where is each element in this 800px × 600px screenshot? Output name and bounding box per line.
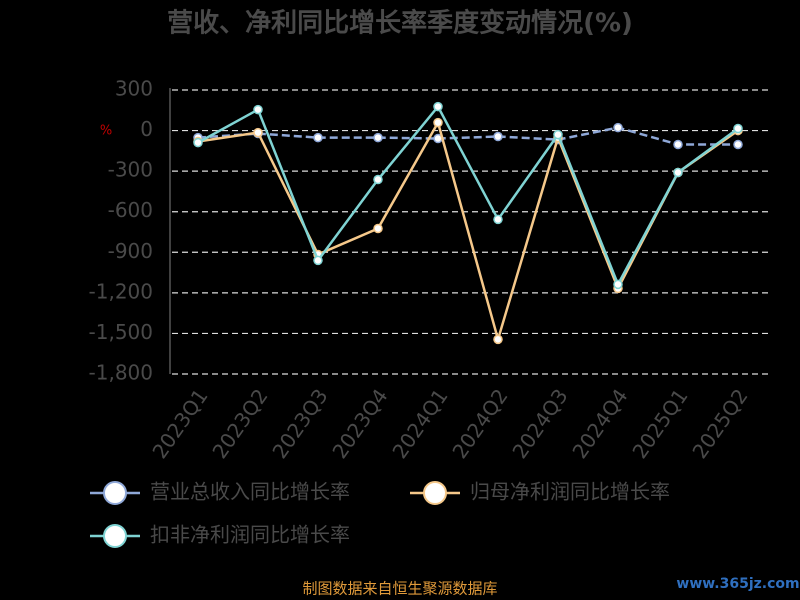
y-tick-label: -1,200 xyxy=(89,279,153,303)
data-point xyxy=(373,174,383,185)
data-point xyxy=(553,129,563,140)
legend-label: 归母净利润同比增长率 xyxy=(470,480,670,504)
data-point xyxy=(373,132,383,143)
legend-marker xyxy=(103,481,127,505)
data-point xyxy=(253,104,263,115)
data-point xyxy=(613,122,623,133)
x-tick-label: 2023Q4 xyxy=(327,384,392,463)
y-tick-label: -300 xyxy=(108,158,153,182)
data-point xyxy=(313,132,323,143)
data-point xyxy=(493,214,503,225)
data-point xyxy=(733,123,743,134)
x-tick-label: 2023Q1 xyxy=(147,384,212,463)
data-point xyxy=(493,334,503,345)
x-tick-label: 2023Q3 xyxy=(267,384,332,463)
series-line xyxy=(197,104,739,288)
data-point xyxy=(253,127,263,138)
x-tick-label: 2025Q2 xyxy=(687,384,752,463)
x-tick-label: 2024Q1 xyxy=(387,384,452,463)
y-tick-label: 0 xyxy=(140,117,153,141)
data-point xyxy=(733,139,743,150)
x-tick-label: 2025Q1 xyxy=(627,384,692,463)
y-tick-label: -1,800 xyxy=(89,361,153,385)
data-point xyxy=(373,223,383,234)
watermark: www.365jz.com xyxy=(676,576,799,592)
x-tick-label: 2024Q4 xyxy=(567,384,632,463)
legend-label: 扣非净利润同比增长率 xyxy=(150,523,350,547)
data-point xyxy=(493,131,503,142)
data-point xyxy=(313,255,323,266)
data-point xyxy=(433,117,443,128)
x-tick-label: 2023Q2 xyxy=(207,384,272,463)
y-tick-label: -900 xyxy=(108,239,153,263)
data-point xyxy=(613,279,623,290)
chart-title: 营收、净利同比增长率季度变动情况(%) xyxy=(167,8,633,39)
data-point xyxy=(673,139,683,150)
data-point xyxy=(673,167,683,178)
legend-label: 营业总收入同比增长率 xyxy=(150,480,350,504)
data-point xyxy=(433,101,443,112)
y-unit: % xyxy=(100,124,112,139)
legend-marker xyxy=(103,524,127,548)
data-point xyxy=(193,137,203,148)
x-tick-label: 2024Q2 xyxy=(447,384,512,463)
legend-marker xyxy=(423,481,447,505)
y-tick-label: -1,500 xyxy=(89,320,153,344)
y-tick-label: 300 xyxy=(115,77,153,101)
series-line xyxy=(197,126,738,146)
x-tick-label: 2024Q3 xyxy=(507,384,572,463)
series-line xyxy=(197,119,739,344)
y-tick-label: -600 xyxy=(108,198,153,222)
source-note: 制图数据来自恒生聚源数据库 xyxy=(302,580,497,598)
